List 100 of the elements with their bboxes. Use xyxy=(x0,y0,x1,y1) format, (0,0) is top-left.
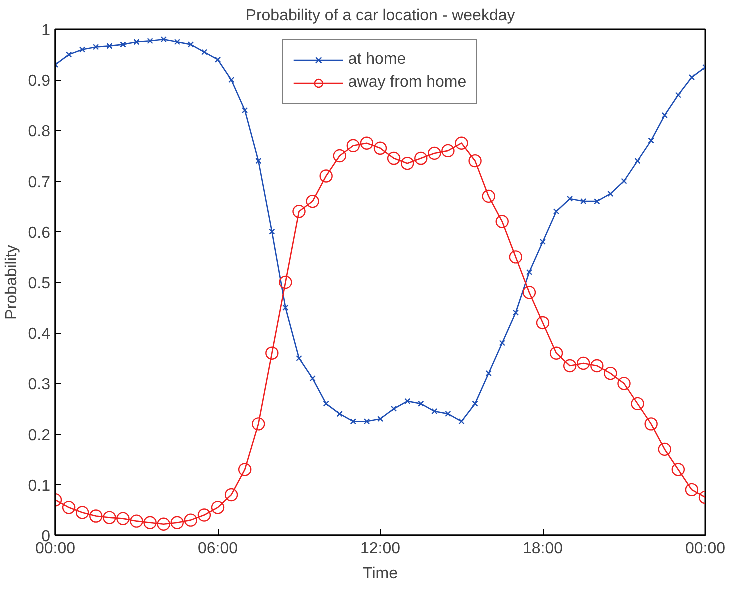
point xyxy=(188,42,194,48)
legend-label: away from home xyxy=(348,74,467,92)
point xyxy=(553,208,560,215)
y-tick-label: 0.6 xyxy=(28,224,51,242)
point xyxy=(350,418,356,425)
point xyxy=(563,359,577,373)
point xyxy=(320,170,333,183)
point xyxy=(577,356,590,370)
point xyxy=(360,136,374,150)
point xyxy=(116,512,130,526)
point xyxy=(400,157,414,170)
point xyxy=(90,510,103,523)
point xyxy=(252,418,266,431)
point xyxy=(522,286,536,300)
point xyxy=(103,511,116,524)
point xyxy=(93,44,100,50)
point xyxy=(364,418,370,425)
point xyxy=(648,138,654,144)
y-tick-label: 1 xyxy=(42,22,51,40)
point xyxy=(418,400,424,408)
point xyxy=(662,112,668,119)
point xyxy=(404,398,411,404)
point xyxy=(458,418,465,425)
point xyxy=(482,190,496,204)
point xyxy=(157,518,170,531)
point xyxy=(499,340,506,346)
point xyxy=(170,516,184,530)
point xyxy=(134,39,140,46)
y-tick-label: 0.5 xyxy=(28,276,51,292)
point xyxy=(310,376,316,382)
point xyxy=(672,463,686,476)
point xyxy=(174,39,180,46)
point xyxy=(618,377,631,390)
point xyxy=(536,316,550,330)
point xyxy=(675,92,682,98)
point xyxy=(685,483,699,497)
point xyxy=(387,152,401,166)
point xyxy=(279,276,292,290)
point xyxy=(567,196,574,202)
y-tick-label: 0.4 xyxy=(28,326,51,344)
point xyxy=(160,36,167,43)
point xyxy=(390,406,398,412)
y-tick-label: 0.1 xyxy=(28,478,51,495)
point xyxy=(346,139,360,152)
point xyxy=(634,158,641,164)
point xyxy=(509,250,523,264)
point xyxy=(644,418,658,431)
point xyxy=(550,346,564,360)
point xyxy=(144,516,157,530)
point xyxy=(238,463,252,476)
point xyxy=(414,152,428,166)
point xyxy=(266,346,279,360)
y-tick-label: 0.2 xyxy=(28,427,51,444)
point xyxy=(292,205,306,218)
x-tick-label: 12:00 xyxy=(360,540,401,558)
point xyxy=(130,514,144,528)
point xyxy=(472,400,478,408)
point xyxy=(590,359,604,373)
point xyxy=(594,198,600,205)
point xyxy=(224,488,238,502)
point xyxy=(333,149,346,163)
y-axis-title: Probability xyxy=(3,245,20,320)
point xyxy=(282,304,289,311)
point xyxy=(428,146,442,160)
point xyxy=(306,194,320,208)
y-tick-label: 0.3 xyxy=(28,376,51,394)
point xyxy=(269,228,276,235)
point xyxy=(336,410,343,418)
point xyxy=(432,408,438,415)
point xyxy=(468,154,482,168)
point xyxy=(228,77,235,84)
point xyxy=(201,49,208,56)
point xyxy=(658,442,672,456)
y-tick-label: 0.8 xyxy=(28,124,51,141)
point xyxy=(62,501,76,514)
y-tick-label: 0.7 xyxy=(28,174,51,192)
y-tick-label: 0.9 xyxy=(28,73,51,90)
point xyxy=(184,514,198,527)
x-axis-title: Time xyxy=(363,566,398,582)
point xyxy=(540,238,546,246)
point xyxy=(526,269,533,276)
legend-label: at home xyxy=(348,51,406,69)
point xyxy=(80,46,86,53)
point xyxy=(323,400,330,408)
x-tick-label: 06:00 xyxy=(198,540,238,558)
point xyxy=(496,215,509,228)
point xyxy=(377,416,384,422)
x-tick-label: 18:00 xyxy=(522,540,564,558)
point xyxy=(442,144,455,158)
point xyxy=(688,74,696,81)
point xyxy=(76,506,90,520)
chart-title: Probability of a car location - weekday xyxy=(246,8,516,24)
point xyxy=(445,410,452,418)
point xyxy=(66,52,72,58)
point xyxy=(604,366,618,380)
point xyxy=(147,38,154,44)
point xyxy=(631,397,644,411)
point xyxy=(608,190,614,198)
point xyxy=(374,142,388,155)
point xyxy=(621,178,628,184)
